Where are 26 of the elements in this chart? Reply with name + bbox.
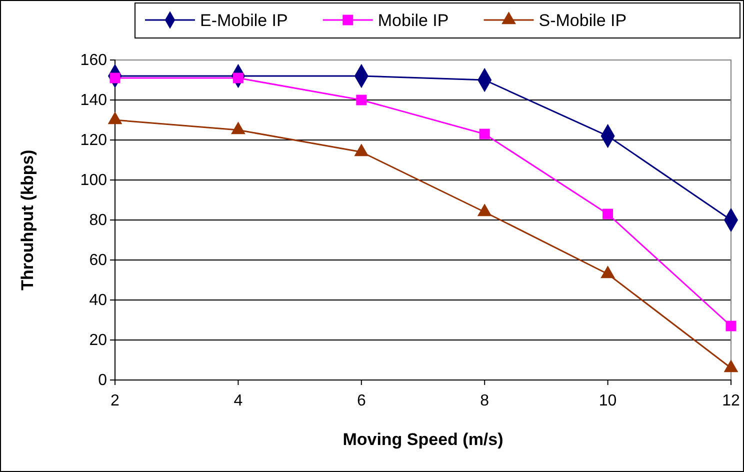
y-tick-label: 100: [80, 172, 108, 190]
x-tick-label: 6: [356, 392, 366, 410]
point: [479, 128, 490, 140]
y-tick-label: 140: [80, 92, 108, 110]
legend-label: Mobile IP: [378, 11, 449, 30]
x-tick-label: 4: [234, 392, 243, 410]
x-axis-title: Moving Speed (m/s): [342, 430, 504, 449]
legend-label: S-Mobile IP: [538, 11, 627, 30]
y-tick-label: 80: [89, 212, 108, 230]
y-tick-label: 120: [80, 132, 108, 150]
x-tick-label: 2: [110, 392, 120, 410]
y-tick-label: 20: [89, 332, 108, 350]
point: [600, 266, 616, 278]
point: [602, 208, 614, 220]
y-tick-label: 160: [80, 52, 108, 70]
x-tick-label: 8: [480, 392, 490, 410]
y-tick-label: 60: [89, 252, 108, 270]
x-tick-label: 12: [722, 392, 740, 410]
point: [477, 204, 492, 216]
point: [356, 94, 367, 106]
y-axis-title: Throuhput (kbps): [18, 150, 37, 290]
legend-label: E-Mobile IP: [200, 11, 288, 30]
y-tick-label: 0: [98, 372, 108, 390]
y-tick-label: 40: [89, 292, 108, 310]
point: [724, 360, 738, 372]
x-tick-label: 10: [598, 392, 617, 410]
